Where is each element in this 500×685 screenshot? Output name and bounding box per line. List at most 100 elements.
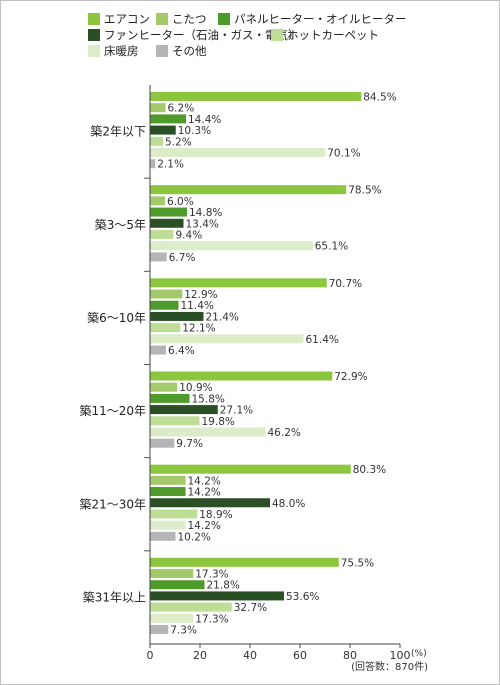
legend-swatch (271, 29, 283, 41)
legend-label: ファンヒーター（石油・ガス・電気） (104, 28, 300, 42)
category-label: 築2年以下 (90, 124, 146, 139)
data-label: 80.3% (353, 464, 386, 476)
data-label: 12.9% (184, 289, 217, 301)
bar (150, 148, 326, 157)
data-label: 21.8% (207, 580, 240, 592)
data-label: 13.4% (186, 218, 219, 230)
legend-swatch (156, 45, 168, 57)
bar (150, 416, 200, 426)
data-label: 9.7% (176, 438, 203, 450)
category-label: 築21～30年 (79, 496, 146, 511)
data-label: 21.4% (206, 311, 239, 323)
data-label: 84.5% (363, 92, 396, 104)
data-label: 61.4% (306, 334, 339, 346)
data-label: 6.7% (169, 252, 196, 264)
data-label: 14.2% (188, 487, 221, 499)
bar (150, 207, 187, 217)
data-label: 19.8% (202, 416, 235, 428)
bar (150, 136, 163, 146)
data-label: 65.1% (315, 241, 348, 253)
data-label: 18.9% (199, 509, 232, 521)
data-label: 75.5% (341, 557, 374, 569)
bar (150, 531, 176, 541)
legend-swatch (88, 29, 100, 41)
bar (150, 196, 165, 206)
data-label: 12.1% (182, 323, 215, 335)
legend-item-1: こたつ (156, 12, 207, 27)
x-tick-label: 60 (293, 649, 307, 662)
bar (150, 300, 179, 310)
data-label: 6.4% (168, 345, 195, 357)
respondent-note: (回答数：870件) (351, 660, 428, 673)
legend-swatch (156, 13, 168, 25)
bar (150, 334, 304, 344)
data-label: 70.7% (329, 278, 362, 290)
data-label: 10.2% (178, 531, 211, 543)
x-axis-unit: (%) (411, 649, 427, 659)
bar (150, 509, 198, 519)
bar (150, 625, 169, 635)
bar (150, 159, 156, 169)
data-label: 15.8% (192, 393, 225, 405)
bar (150, 405, 218, 415)
bar (150, 602, 232, 612)
data-label: 2.1% (157, 159, 184, 171)
bar (150, 613, 194, 623)
bar (150, 438, 175, 448)
bar (150, 185, 347, 195)
legend-swatch (88, 13, 100, 25)
legend-item-6: その他 (156, 44, 207, 59)
x-tick-label: 80 (343, 649, 357, 662)
data-label: 72.9% (334, 371, 367, 383)
data-label: 10.9% (179, 382, 212, 394)
bar (150, 591, 284, 601)
bar (150, 382, 178, 392)
bar (150, 427, 266, 437)
data-label: 14.8% (189, 207, 222, 219)
category-label: 築11～20年 (79, 403, 146, 418)
data-label: 32.7% (234, 602, 267, 614)
data-label: 14.2% (188, 475, 221, 487)
legend-item-3: ファンヒーター（石油・ガス・電気） (88, 28, 300, 43)
legend-item-0: エアコン (88, 12, 150, 27)
bar (150, 464, 351, 474)
bar (150, 311, 204, 321)
bar (150, 323, 181, 333)
data-label: 70.1% (327, 148, 360, 160)
data-label: 53.6% (286, 591, 319, 603)
bar (150, 580, 205, 590)
category-label: 築3～5年 (95, 217, 146, 232)
legend-swatch (218, 13, 230, 25)
legend-label: 床暖房 (104, 44, 139, 58)
data-label: 17.3% (195, 569, 228, 581)
legend-label: その他 (172, 44, 207, 58)
data-label: 6.0% (167, 196, 194, 208)
bar (150, 345, 166, 355)
x-tick-label: 40 (243, 649, 257, 662)
bar (150, 289, 183, 299)
data-label: 17.3% (195, 613, 228, 625)
legend-label: ホットカーペット (287, 28, 379, 42)
legend-label: エアコン (104, 12, 150, 26)
bar (150, 218, 184, 228)
legend-item-5: 床暖房 (88, 44, 139, 59)
bar (150, 114, 186, 124)
data-label: 5.2% (165, 136, 192, 148)
data-label: 48.0% (272, 498, 305, 510)
data-label: 7.3% (170, 625, 197, 637)
x-tick-label: 100 (390, 649, 411, 662)
data-label: 14.2% (188, 520, 221, 532)
legend-item-2: パネルヒーター・オイルヒーター (218, 12, 407, 27)
legend-label: こたつ (172, 12, 207, 26)
bar (150, 475, 186, 485)
bar (150, 278, 327, 288)
data-label: 9.4% (176, 229, 203, 241)
category-label: 築31年以上 (83, 589, 146, 604)
bar (150, 498, 270, 508)
bar (150, 569, 194, 579)
data-label: 10.3% (178, 125, 211, 137)
data-label: 14.4% (188, 114, 221, 126)
bar (150, 92, 362, 101)
bar (150, 103, 166, 113)
